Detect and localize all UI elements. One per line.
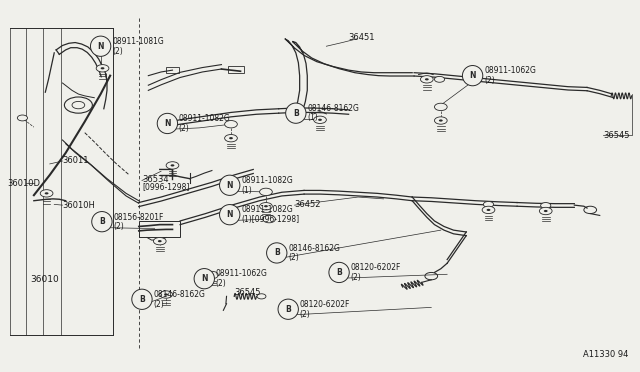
Circle shape xyxy=(482,206,495,214)
Text: A11330 94: A11330 94 xyxy=(583,350,628,359)
Text: B: B xyxy=(293,109,299,118)
Ellipse shape xyxy=(285,103,306,123)
Circle shape xyxy=(210,274,214,276)
Text: (2): (2) xyxy=(113,222,124,231)
Ellipse shape xyxy=(92,212,112,232)
Circle shape xyxy=(541,202,551,208)
Circle shape xyxy=(72,102,84,109)
Text: 08120-6202F: 08120-6202F xyxy=(300,300,350,309)
Text: 08156-8201F: 08156-8201F xyxy=(113,213,164,222)
Ellipse shape xyxy=(90,36,111,56)
Bar xyxy=(166,67,179,73)
Circle shape xyxy=(100,67,104,70)
Text: 36452: 36452 xyxy=(294,200,321,209)
Circle shape xyxy=(263,215,275,223)
Circle shape xyxy=(483,202,493,207)
Circle shape xyxy=(420,76,433,83)
Text: (2): (2) xyxy=(154,299,164,309)
Text: 36545: 36545 xyxy=(603,131,630,140)
Text: 08146-8162G: 08146-8162G xyxy=(154,290,205,299)
Circle shape xyxy=(164,294,168,296)
Text: (2): (2) xyxy=(300,310,310,318)
Circle shape xyxy=(225,121,237,128)
Circle shape xyxy=(65,97,92,113)
Text: 08911-1082G: 08911-1082G xyxy=(241,176,293,185)
Text: (1)[0996-1298]: (1)[0996-1298] xyxy=(241,215,300,224)
Text: (1): (1) xyxy=(307,113,318,122)
Circle shape xyxy=(540,207,552,215)
Ellipse shape xyxy=(220,205,240,225)
Circle shape xyxy=(160,291,173,298)
Circle shape xyxy=(96,65,109,72)
Circle shape xyxy=(229,137,233,139)
Text: 08146-8162G: 08146-8162G xyxy=(288,244,340,253)
Text: 08146-8162G: 08146-8162G xyxy=(307,104,359,113)
Text: N: N xyxy=(227,210,233,219)
Circle shape xyxy=(425,78,429,80)
Circle shape xyxy=(17,115,28,121)
Bar xyxy=(228,66,244,73)
Text: (1): (1) xyxy=(241,186,252,195)
Text: 08911-1081G: 08911-1081G xyxy=(112,37,164,46)
Text: 08120-6202F: 08120-6202F xyxy=(351,263,401,272)
Text: 36534: 36534 xyxy=(142,175,168,184)
Ellipse shape xyxy=(463,65,483,86)
Text: (2): (2) xyxy=(351,273,361,282)
Circle shape xyxy=(260,202,272,210)
Circle shape xyxy=(318,119,322,121)
Circle shape xyxy=(154,237,166,245)
Circle shape xyxy=(435,117,447,124)
Text: (2): (2) xyxy=(484,76,495,85)
Text: N: N xyxy=(227,181,233,190)
Text: B: B xyxy=(139,295,145,304)
Circle shape xyxy=(264,205,268,207)
Text: B: B xyxy=(274,248,280,257)
Text: 36011: 36011 xyxy=(63,157,89,166)
Circle shape xyxy=(40,190,53,197)
Ellipse shape xyxy=(220,175,240,195)
Ellipse shape xyxy=(194,269,214,289)
Circle shape xyxy=(166,162,179,169)
Ellipse shape xyxy=(157,113,177,134)
Ellipse shape xyxy=(132,289,152,310)
Circle shape xyxy=(225,135,237,142)
Text: 08911-1062G: 08911-1062G xyxy=(484,66,536,76)
Circle shape xyxy=(314,116,326,124)
Text: B: B xyxy=(99,217,105,226)
Text: B: B xyxy=(336,268,342,277)
Text: (2): (2) xyxy=(216,279,227,288)
Circle shape xyxy=(435,76,445,82)
Text: 36451: 36451 xyxy=(349,32,375,42)
Text: (2): (2) xyxy=(112,47,123,56)
Text: [0996-1298]: [0996-1298] xyxy=(142,182,189,191)
Ellipse shape xyxy=(267,243,287,263)
Circle shape xyxy=(439,119,443,122)
Text: 08911-1082G: 08911-1082G xyxy=(241,205,293,214)
Text: B: B xyxy=(285,305,291,314)
Text: 08911-1082G: 08911-1082G xyxy=(179,114,230,123)
Text: 36545: 36545 xyxy=(234,288,260,297)
Text: (2): (2) xyxy=(179,124,189,133)
Circle shape xyxy=(205,271,218,279)
Text: N: N xyxy=(201,274,207,283)
Text: N: N xyxy=(97,42,104,51)
Text: N: N xyxy=(164,119,171,128)
Ellipse shape xyxy=(278,299,298,319)
Text: 08911-1062G: 08911-1062G xyxy=(216,269,268,278)
Text: 36010D: 36010D xyxy=(7,179,40,187)
Circle shape xyxy=(486,209,490,211)
Circle shape xyxy=(158,240,162,242)
Text: 36010H: 36010H xyxy=(63,201,95,210)
Circle shape xyxy=(45,192,49,195)
Text: 36010: 36010 xyxy=(31,275,60,284)
Circle shape xyxy=(171,164,174,167)
Ellipse shape xyxy=(329,262,349,283)
Text: (2): (2) xyxy=(288,253,299,262)
Circle shape xyxy=(260,188,272,196)
Text: N: N xyxy=(469,71,476,80)
Circle shape xyxy=(435,103,447,110)
Circle shape xyxy=(544,210,548,212)
